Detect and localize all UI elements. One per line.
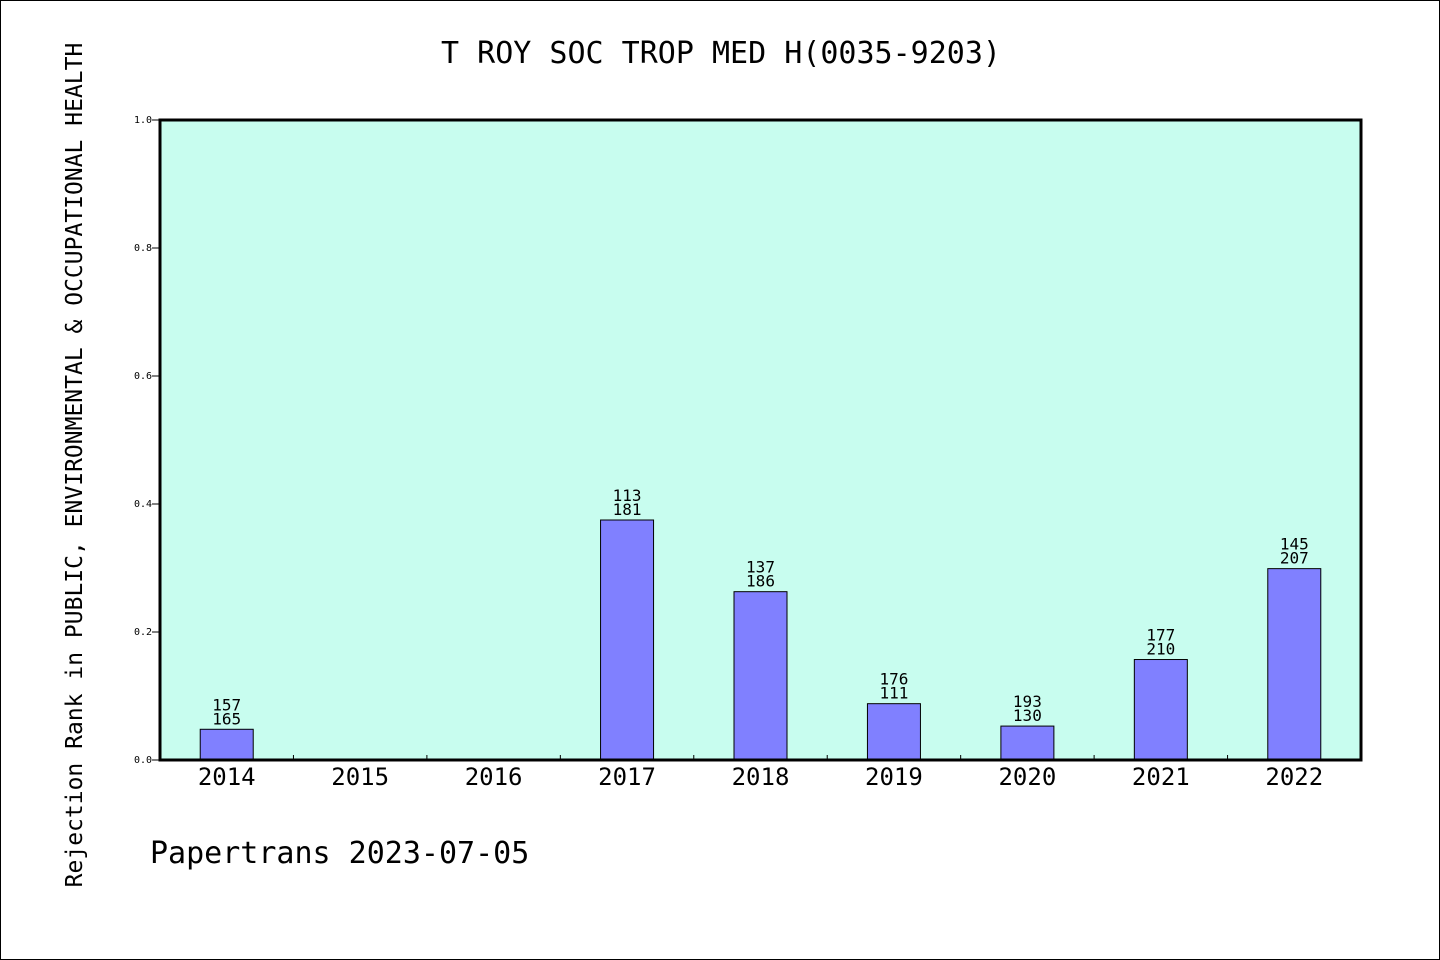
bar-2019 [866, 703, 921, 761]
y-tick-label: 0.4 [134, 499, 152, 510]
bar-2018 [733, 591, 788, 761]
x-tick-label-2016: 2016 [465, 763, 523, 791]
data-label-bottom-2020: 130 [1013, 706, 1042, 725]
data-label-bottom-2021: 210 [1146, 640, 1175, 659]
footer-credit: Papertrans 2023-07-05 [150, 836, 530, 871]
y-tick-label: 1.0 [134, 115, 152, 126]
x-tick-label-2022: 2022 [1265, 763, 1323, 791]
bar-2014 [199, 728, 254, 761]
data-label-top-2021: 177 [1146, 626, 1175, 645]
data-label-top-2018: 137 [746, 558, 775, 577]
data-label-bottom-2018: 186 [746, 572, 775, 591]
data-label-top-2014: 157 [212, 695, 241, 714]
plot-border [158, 118, 1363, 762]
y-tick-label: 0.0 [134, 755, 152, 766]
data-label-bottom-2019: 111 [879, 684, 908, 703]
data-label-top-2017: 113 [613, 486, 642, 505]
data-label-bottom-2022: 207 [1280, 549, 1309, 568]
data-label-bottom-2017: 181 [613, 500, 642, 519]
x-tick-label-2018: 2018 [732, 763, 790, 791]
x-tick-label-2019: 2019 [865, 763, 923, 791]
x-tick-label-2014: 2014 [198, 763, 256, 791]
data-label-top-2020: 193 [1013, 692, 1042, 711]
x-tick-label-2015: 2015 [331, 763, 389, 791]
chart-title: T ROY SOC TROP MED H(0035-9203) [441, 36, 1001, 71]
bar-2017 [600, 519, 655, 761]
x-tick-label-2017: 2017 [598, 763, 656, 791]
bar-2022 [1267, 568, 1322, 761]
data-label-bottom-2014: 165 [212, 709, 241, 728]
bar-2020 [1000, 725, 1055, 761]
y-tick-label: 0.2 [134, 627, 152, 638]
y-tick-label: 0.6 [134, 371, 152, 382]
data-label-top-2019: 176 [879, 670, 908, 689]
x-tick-label-2020: 2020 [998, 763, 1056, 791]
bar-2021 [1133, 659, 1188, 761]
data-label-top-2022: 145 [1280, 535, 1309, 554]
x-tick-label-2021: 2021 [1132, 763, 1190, 791]
y-tick-label: 0.8 [134, 243, 152, 254]
